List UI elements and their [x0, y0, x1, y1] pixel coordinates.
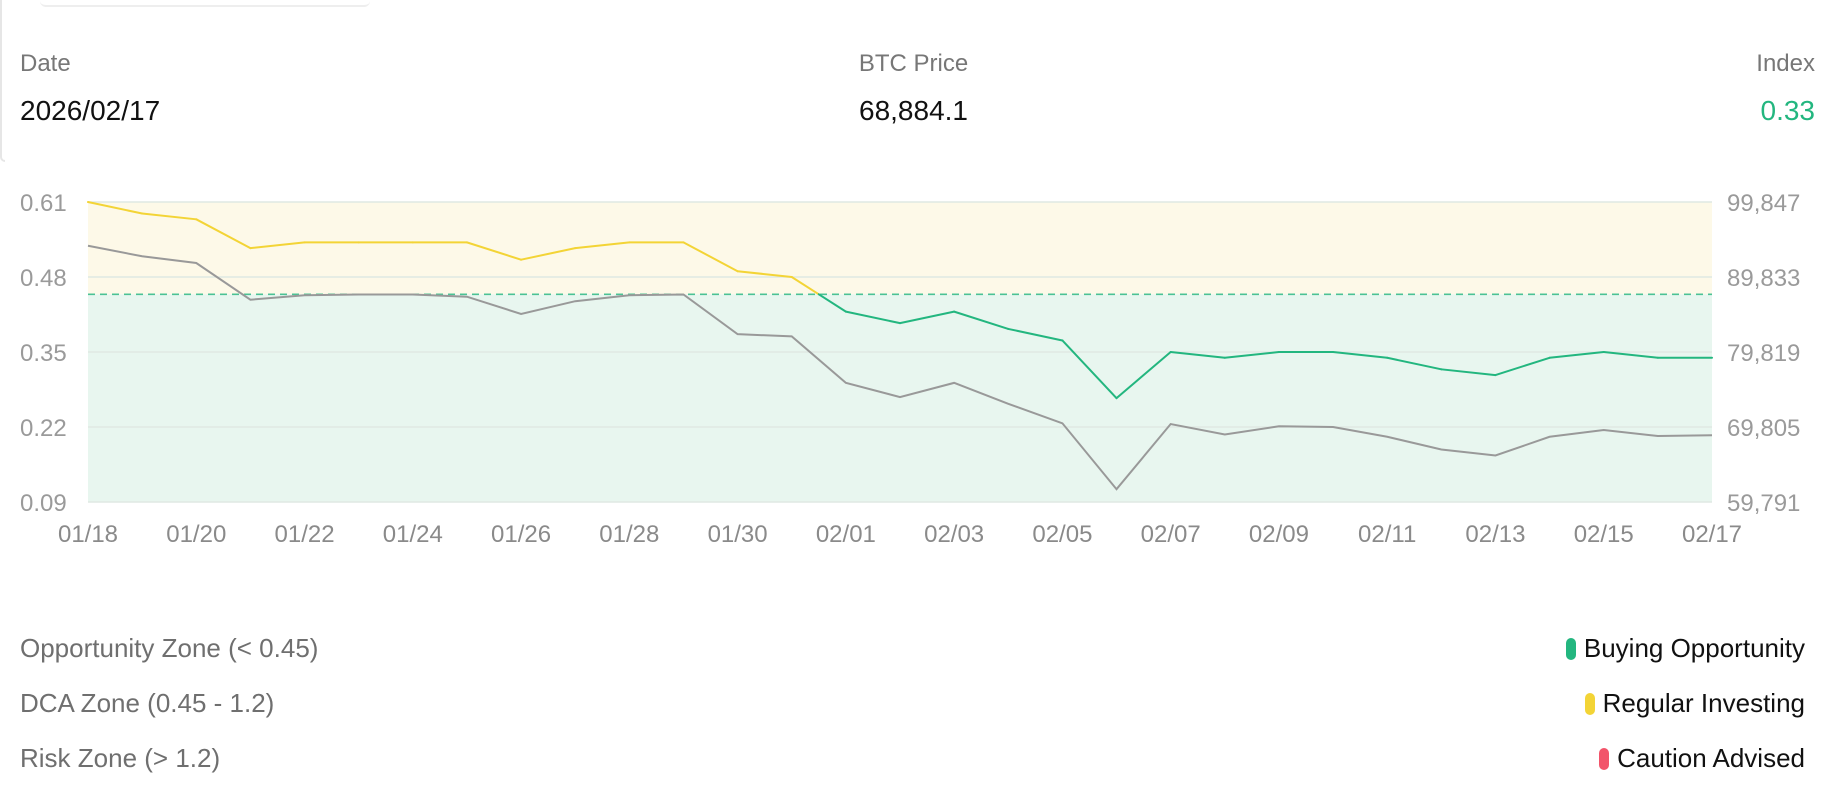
index-line-segment [87, 201, 144, 215]
x-tick-label: 01/24 [383, 521, 443, 548]
index-line-segment [1115, 351, 1172, 400]
index-line-segment [682, 241, 739, 273]
zone-row-opportunity: Opportunity Zone (< 0.45) Buying Opportu… [0, 633, 1827, 673]
index-line-segment [1494, 356, 1551, 377]
x-tick-label: 01/18 [58, 521, 118, 548]
index-line-segment [141, 212, 198, 221]
zone-backgrounds [88, 202, 1712, 502]
y-left-axis: 0.61 0.48 0.35 0.22 0.09 [20, 190, 67, 517]
y-left-tick-label: 0.22 [20, 415, 67, 442]
zone-tag: Regular Investing [1584, 688, 1805, 719]
series-lines [87, 201, 1713, 491]
zone-tag-label: Buying Opportunity [1583, 633, 1805, 663]
index-line-segment [1332, 351, 1389, 359]
index-line-segment [249, 241, 306, 250]
x-tick-label: 02/03 [924, 521, 984, 548]
y-right-tick-label: 59,791 [1727, 490, 1800, 517]
zone-tag-label: Regular Investing [1602, 688, 1805, 718]
index-line-segment [465, 241, 523, 261]
index-line-segment [1223, 351, 1280, 359]
index-line-segment [1386, 356, 1443, 371]
y-left-tick-label: 0.09 [20, 490, 67, 517]
zone-name: Risk Zone (> 1.2) [20, 743, 221, 773]
zone-row-dca: DCA Zone (0.45 - 1.2) Regular Investing [0, 688, 1827, 728]
index-line-segment [953, 310, 1010, 330]
x-tick-label: 02/09 [1249, 521, 1309, 548]
zone-name: Opportunity Zone (< 0.45) [20, 633, 319, 663]
yellow-pill-icon [1584, 692, 1595, 715]
zone-row-risk: Risk Zone (> 1.2) Caution Advised [0, 743, 1827, 783]
opportunity-zone-band [88, 294, 1712, 502]
btc-price-label: BTC Price [858, 50, 969, 77]
y-left-tick-label: 0.61 [20, 190, 67, 217]
index-line-segment [736, 270, 793, 278]
dca-zone-band [88, 202, 1712, 295]
zone-tag: Buying Opportunity [1565, 633, 1805, 664]
y-right-axis: 99,847 89,833 79,819 69,805 59,791 [1727, 190, 1800, 517]
y-right-tick-label: 99,847 [1727, 190, 1800, 217]
top-edge [0, 0, 1827, 162]
index-line-segment [1169, 351, 1226, 359]
y-right-tick-label: 69,805 [1727, 415, 1800, 442]
y-left-tick-label: 0.48 [20, 265, 67, 292]
date-value: 2026/02/17 [20, 95, 161, 126]
x-axis: 01/18 01/20 01/22 01/24 01/26 01/28 01/30 02/01… [58, 521, 1742, 548]
x-tick-label: 02/07 [1141, 521, 1201, 548]
zone-tag-label: Caution Advised [1617, 743, 1805, 773]
y-right-tick-label: 79,819 [1727, 340, 1800, 367]
tooltip-header: Date 2026/02/17 BTC Price 68,884.1 Index… [0, 50, 1827, 140]
index-line-segment [844, 310, 901, 325]
x-tick-label: 02/17 [1682, 521, 1742, 548]
date-label: Date [20, 50, 71, 77]
tab-edge [40, 0, 370, 7]
x-tick-label: 01/30 [708, 521, 768, 548]
x-tick-label: 02/15 [1574, 521, 1634, 548]
btc-price-line [87, 244, 1713, 491]
y-left-tick-label: 0.35 [20, 340, 67, 367]
x-tick-label: 02/11 [1358, 521, 1416, 548]
grid-lines [88, 201, 1712, 503]
index-line-segment [1548, 351, 1605, 359]
index-line-segment [790, 276, 820, 296]
index-line-segment [1007, 327, 1064, 342]
x-tick-label: 01/26 [491, 521, 551, 548]
index-line-segment [574, 241, 631, 250]
x-tick-label: 02/01 [816, 521, 876, 548]
zone-tag: Caution Advised [1599, 743, 1805, 774]
index-line-segment [1440, 368, 1497, 377]
red-pill-icon [1599, 747, 1610, 770]
btc-price-value: 68,884.1 [859, 95, 968, 126]
x-tick-label: 01/28 [599, 521, 659, 548]
x-tick-label: 01/22 [275, 521, 335, 548]
x-tick-label: 02/13 [1465, 521, 1525, 548]
zone-name: DCA Zone (0.45 - 1.2) [20, 688, 275, 718]
index-line-segment [520, 247, 577, 261]
index-price-chart[interactable]: 0.61 0.48 0.35 0.22 0.09 99,847 89,833 79,819 6… [0, 170, 1827, 570]
index-line-segment [817, 293, 847, 313]
card-left-border [0, 0, 5, 162]
green-pill-icon [1565, 637, 1576, 660]
index-line-segment [195, 218, 252, 250]
x-tick-label: 01/20 [166, 521, 226, 548]
y-right-tick-label: 89,833 [1727, 265, 1800, 292]
index-line-segment [899, 310, 956, 325]
index-label: Index [1756, 50, 1815, 77]
index-line-segment [1602, 351, 1659, 359]
index-value: 0.33 [1760, 95, 1816, 126]
x-tick-label: 02/05 [1032, 521, 1092, 548]
index-line-segment [1061, 339, 1118, 400]
